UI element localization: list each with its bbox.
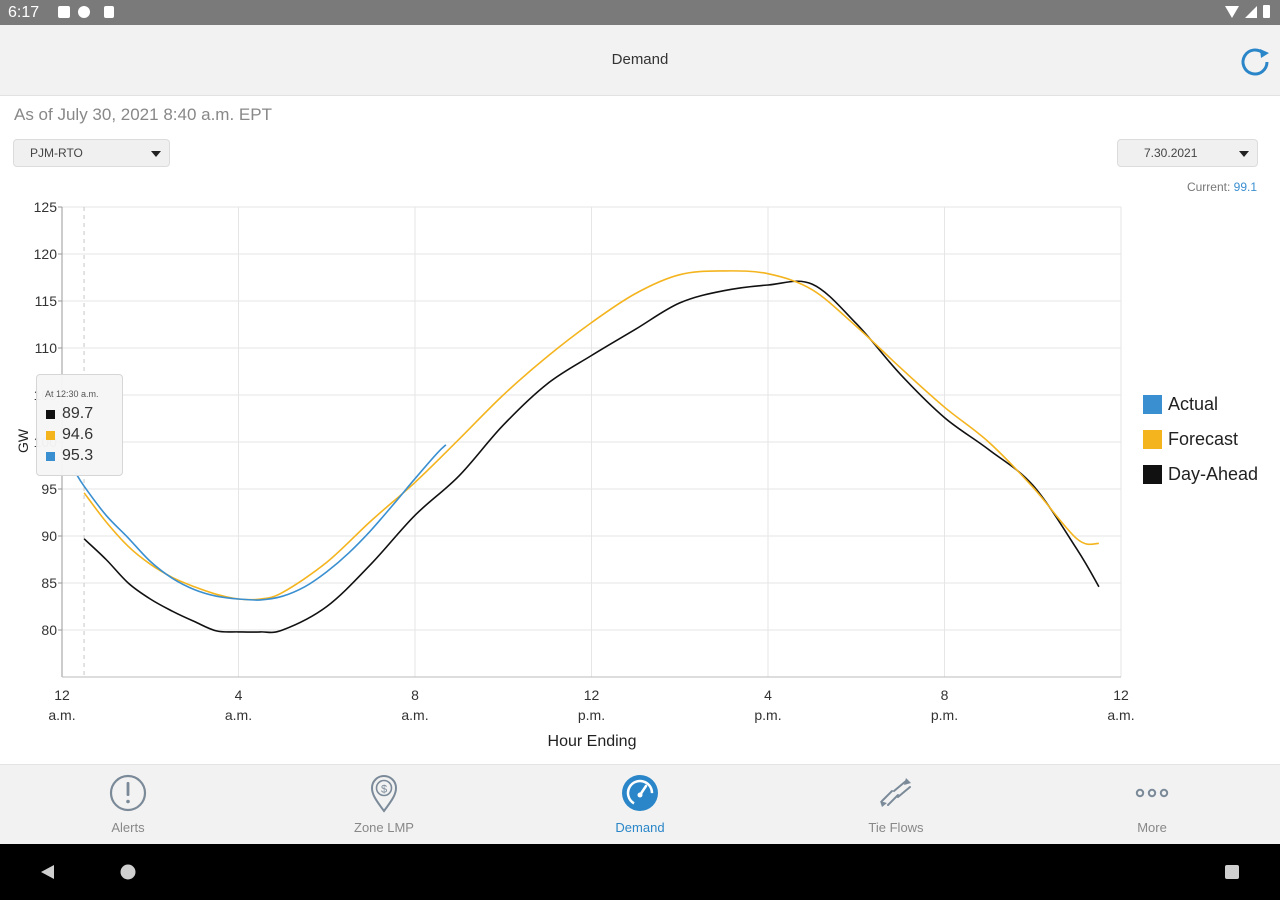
refresh-button[interactable] bbox=[1236, 43, 1274, 81]
x-tick-label: 4 bbox=[764, 687, 772, 703]
date-select[interactable]: 7.30.2021 bbox=[1117, 139, 1258, 167]
actual-swatch bbox=[46, 451, 55, 461]
more-icon bbox=[1135, 788, 1169, 798]
tie-flows-icon bbox=[880, 778, 911, 807]
nav-tie-flows[interactable]: Tie Flows bbox=[768, 765, 1024, 845]
tooltip-row-actual: 95.3 bbox=[46, 447, 93, 465]
tooltip-title: At 12:30 a.m. bbox=[45, 389, 99, 399]
nav-alerts[interactable]: Alerts bbox=[0, 765, 256, 845]
x-tick-label: 12 bbox=[584, 687, 600, 703]
legend-item-day-ahead[interactable]: Day-Ahead bbox=[1143, 462, 1278, 486]
nav-demand[interactable]: Demand bbox=[512, 765, 768, 845]
zone-select-value: PJM-RTO bbox=[30, 146, 83, 160]
y-tick-label: 90 bbox=[41, 528, 57, 544]
current-value: 99.1 bbox=[1233, 180, 1257, 194]
y-tick-label: 120 bbox=[34, 246, 58, 262]
tooltip-row-forecast: 94.6 bbox=[46, 426, 93, 444]
refresh-icon bbox=[1241, 48, 1269, 76]
y-tick-label: 95 bbox=[41, 481, 57, 497]
legend-label: Actual bbox=[1168, 394, 1219, 414]
forecast-swatch bbox=[1143, 430, 1162, 449]
nav-zone-lmp[interactable]: $ Zone LMP bbox=[256, 765, 512, 845]
series-line-forecast bbox=[83, 270, 1100, 601]
nav-label: Alerts bbox=[111, 820, 145, 835]
as-of-timestamp: As of July 30, 2021 8:40 a.m. EPT bbox=[14, 105, 272, 124]
date-select-value: 7.30.2021 bbox=[1144, 146, 1198, 160]
nav-more[interactable]: More bbox=[1024, 765, 1280, 845]
legend-label: Forecast bbox=[1168, 429, 1239, 449]
home-button[interactable] bbox=[119, 863, 137, 881]
nav-label: Demand bbox=[615, 820, 665, 835]
location-dollar-icon: $ bbox=[370, 775, 398, 813]
tooltip-value: 89.7 bbox=[62, 405, 94, 422]
bottom-nav: Alerts $ Zone LMP Demand Tie Flows bbox=[0, 764, 1280, 844]
status-right bbox=[1225, 5, 1270, 18]
y-tick-label: 85 bbox=[41, 575, 57, 591]
legend-item-actual[interactable]: Actual bbox=[1143, 392, 1278, 416]
actual-swatch bbox=[1143, 395, 1162, 414]
series-line-day-ahead bbox=[83, 280, 1100, 634]
status-bar: 6:17 bbox=[0, 0, 1280, 25]
signal-icon bbox=[1245, 5, 1257, 18]
forecast-swatch bbox=[46, 430, 55, 440]
x-tick-label: 4 bbox=[235, 687, 243, 703]
wifi-icon bbox=[1225, 5, 1239, 18]
back-button[interactable] bbox=[38, 863, 56, 881]
nav-label: Tie Flows bbox=[868, 820, 924, 835]
system-nav-bar bbox=[0, 844, 1280, 900]
gauge-icon bbox=[622, 775, 658, 811]
tooltip-row-day-ahead: 89.7 bbox=[46, 405, 93, 423]
day-ahead-swatch bbox=[1143, 465, 1162, 484]
legend-item-forecast[interactable]: Forecast bbox=[1143, 427, 1278, 451]
x-tick-sublabel: a.m. bbox=[225, 707, 252, 723]
back-icon bbox=[41, 865, 54, 879]
svg-text:$: $ bbox=[381, 784, 387, 796]
y-tick-label: 80 bbox=[41, 622, 57, 638]
x-tick-sublabel: a.m. bbox=[1107, 707, 1134, 723]
x-tick-sublabel: p.m. bbox=[578, 707, 605, 723]
x-tick-sublabel: p.m. bbox=[754, 707, 781, 723]
nav-label: Zone LMP bbox=[354, 820, 414, 835]
day-ahead-swatch bbox=[46, 409, 55, 419]
x-tick-label: 12 bbox=[54, 687, 70, 703]
zone-select[interactable]: PJM-RTO bbox=[13, 139, 170, 167]
tooltip-value: 95.3 bbox=[62, 447, 94, 464]
y-tick-label: 110 bbox=[35, 340, 58, 356]
demand-chart[interactable]: 8085909510010511011512012512a.m.4a.m.8a.… bbox=[0, 195, 1280, 760]
current-label: Current: bbox=[1186, 180, 1231, 194]
x-tick-sublabel: p.m. bbox=[931, 707, 958, 723]
chart-tooltip: At 12:30 a.m. 89.7 94.6 95.3 bbox=[36, 374, 123, 476]
legend-label: Day-Ahead bbox=[1168, 464, 1259, 484]
x-tick-sublabel: a.m. bbox=[48, 707, 75, 723]
battery-icon bbox=[1263, 5, 1270, 18]
x-tick-label: 12 bbox=[1113, 687, 1129, 703]
home-icon bbox=[120, 864, 136, 880]
x-tick-label: 8 bbox=[941, 687, 949, 703]
chart-axes: 8085909510010511011512012512a.m.4a.m.8a.… bbox=[34, 199, 1135, 723]
chevron-down-icon bbox=[1239, 151, 1249, 157]
x-tick-label: 8 bbox=[411, 687, 419, 703]
y-tick-label: 125 bbox=[34, 199, 58, 215]
x-axis-title: Hour Ending bbox=[548, 733, 637, 750]
series-line-actual bbox=[74, 444, 447, 601]
sd-card-icon bbox=[104, 6, 114, 18]
x-tick-sublabel: a.m. bbox=[401, 707, 428, 723]
y-tick-label: 115 bbox=[35, 293, 58, 309]
alert-icon bbox=[109, 774, 147, 812]
recents-button[interactable] bbox=[1224, 864, 1240, 880]
page-title: Demand bbox=[611, 51, 669, 68]
app-bar: Demand bbox=[0, 25, 1280, 96]
chevron-down-icon bbox=[151, 151, 161, 157]
app-notification-icon bbox=[78, 6, 90, 18]
chart-grid bbox=[61, 206, 1122, 677]
current-readout: Current: 99.1 bbox=[1187, 180, 1257, 194]
recents-icon bbox=[1225, 865, 1239, 879]
status-time: 6:17 bbox=[8, 4, 40, 21]
y-axis-title: GW bbox=[15, 428, 31, 453]
notification-icon bbox=[58, 6, 70, 18]
tooltip-value: 94.6 bbox=[62, 426, 94, 443]
nav-label: More bbox=[1137, 820, 1167, 835]
